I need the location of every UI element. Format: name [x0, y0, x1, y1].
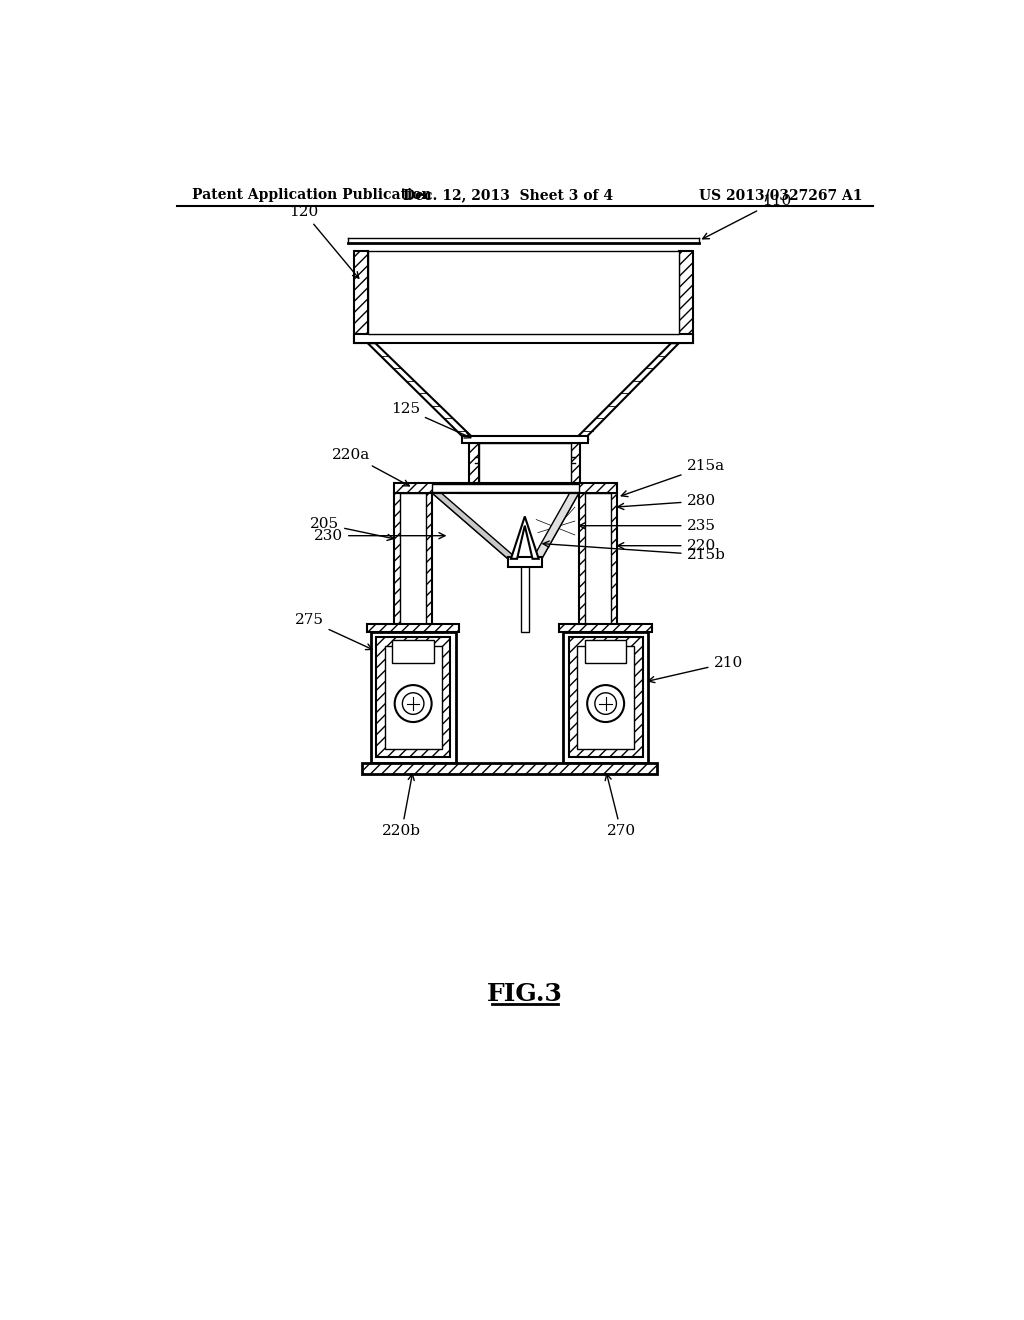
Polygon shape [368, 343, 478, 444]
Circle shape [595, 693, 616, 714]
Circle shape [402, 693, 424, 714]
Bar [585, 640, 627, 663]
Text: 125: 125 [391, 401, 471, 438]
Text: 210: 210 [648, 656, 742, 682]
Text: US 2013/0327267 A1: US 2013/0327267 A1 [698, 189, 862, 202]
Bar [392, 640, 434, 663]
Bar [432, 484, 579, 492]
Text: 275: 275 [295, 614, 373, 649]
Polygon shape [432, 494, 517, 558]
Text: 205: 205 [310, 517, 393, 540]
Bar [371, 632, 456, 763]
Text: Dec. 12, 2013  Sheet 3 of 4: Dec. 12, 2013 Sheet 3 of 4 [402, 189, 613, 202]
Bar [367, 624, 460, 632]
Bar [361, 763, 657, 774]
Text: 110: 110 [702, 194, 792, 239]
Text: 220: 220 [617, 539, 716, 553]
Circle shape [587, 685, 625, 722]
Bar [469, 444, 478, 486]
Bar [460, 486, 590, 494]
Text: 235: 235 [580, 519, 716, 533]
Bar [578, 645, 634, 748]
Bar [559, 624, 652, 632]
Text: 120: 120 [289, 206, 358, 279]
Polygon shape [511, 516, 539, 558]
Circle shape [394, 685, 432, 722]
Bar [568, 638, 643, 758]
Polygon shape [532, 494, 579, 558]
Text: 220a: 220a [333, 447, 410, 486]
Bar [585, 494, 611, 632]
Text: 215a: 215a [622, 459, 725, 496]
Bar [394, 494, 432, 632]
Text: 230: 230 [314, 529, 445, 543]
Text: FIG.3: FIG.3 [486, 982, 563, 1006]
Bar [508, 557, 542, 566]
Bar [462, 436, 588, 444]
Bar [376, 638, 451, 758]
Bar [579, 494, 617, 632]
Text: 220b: 220b [382, 774, 421, 838]
Bar [679, 251, 692, 343]
Bar [478, 444, 571, 486]
Bar [521, 558, 528, 632]
Text: 215b: 215b [543, 541, 725, 562]
Bar [354, 334, 692, 343]
Text: 270: 270 [605, 774, 636, 838]
Polygon shape [571, 343, 679, 444]
Bar [571, 444, 581, 486]
Bar [354, 251, 368, 343]
Bar [394, 483, 617, 494]
Bar [385, 645, 441, 748]
Text: 280: 280 [617, 494, 716, 510]
Bar [563, 632, 648, 763]
Bar [400, 494, 426, 632]
Text: Patent Application Publication: Patent Application Publication [193, 189, 432, 202]
Bar [368, 251, 679, 334]
